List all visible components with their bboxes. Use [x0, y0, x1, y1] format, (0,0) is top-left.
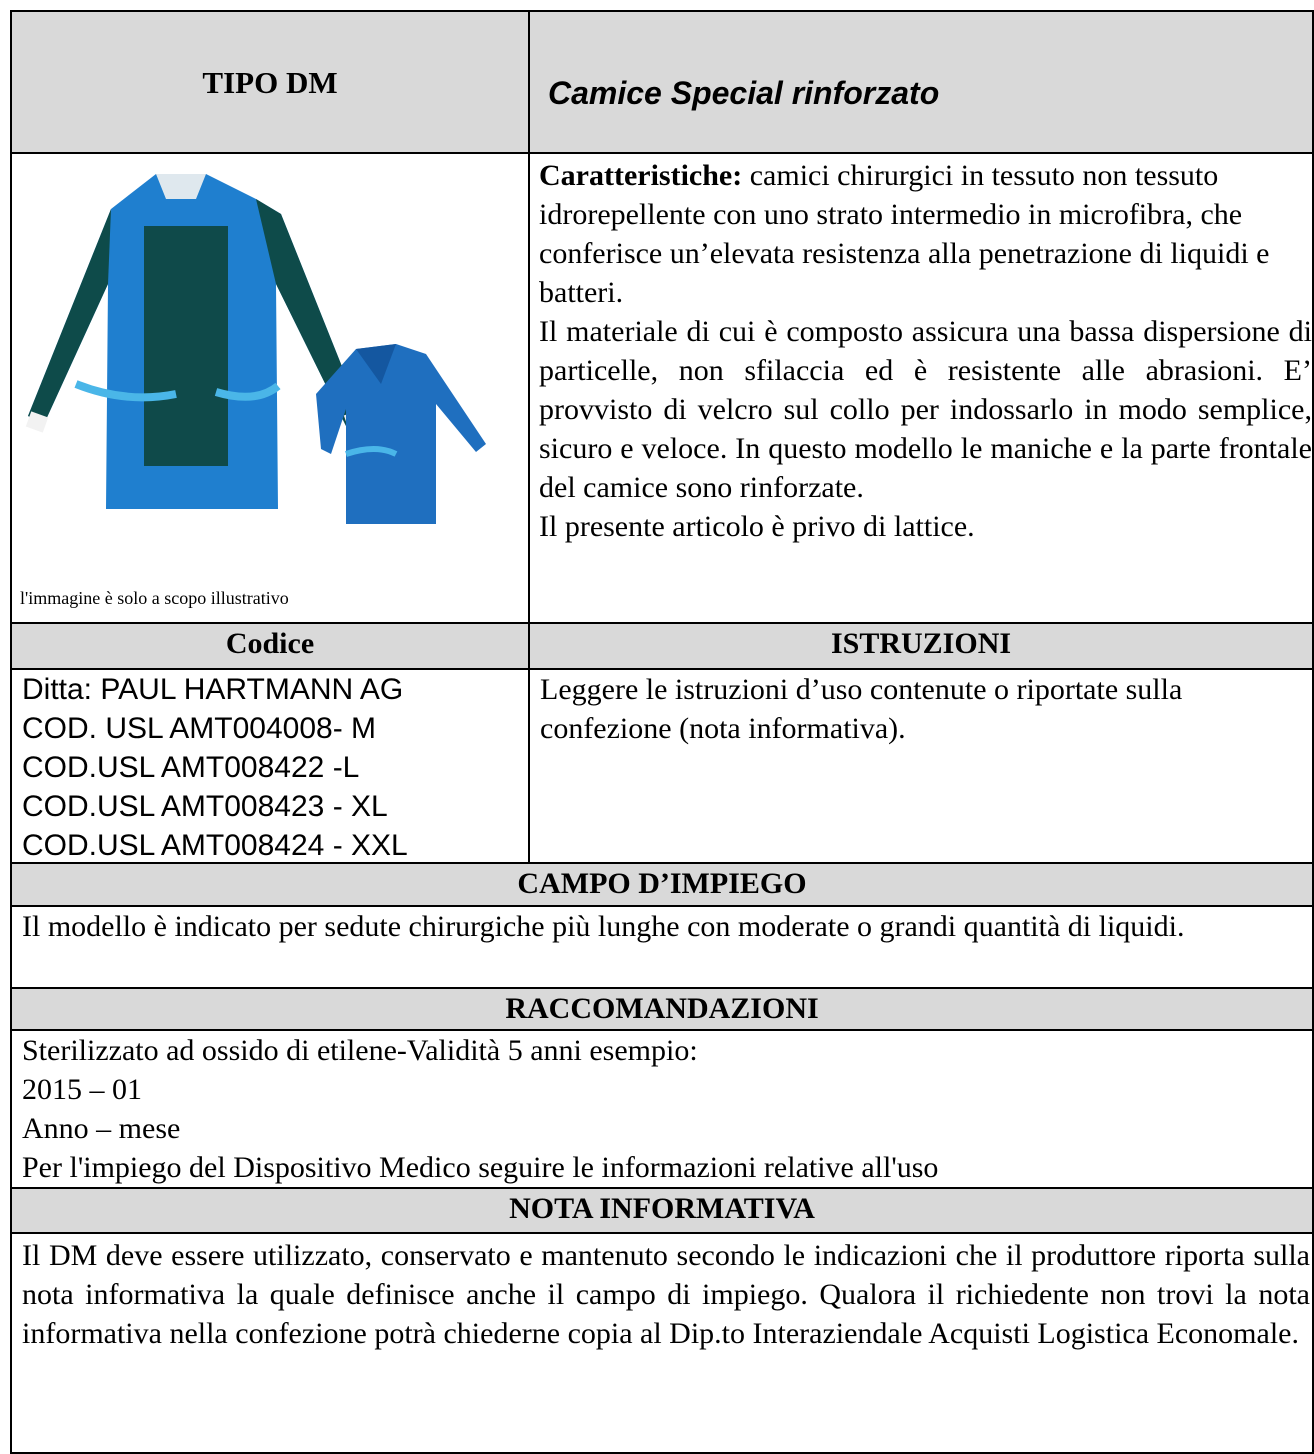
section-body: Sterilizzato ad ossido di etilene-Validi…: [10, 1029, 1314, 1189]
description-label: Caratteristiche:: [539, 159, 743, 192]
description-cell: Caratteristiche: camici chirurgici in te…: [528, 152, 1314, 624]
section-heading: ISTRUZIONI: [528, 622, 1314, 670]
section-heading: Codice: [10, 622, 530, 670]
text-line: Ditta: PAUL HARTMANN AG: [22, 673, 404, 706]
heading-text: CAMPO D’IMPIEGO: [517, 867, 807, 900]
heading-text: ISTRUZIONI: [830, 627, 1012, 660]
header-title: Camice Special rinforzato: [548, 75, 940, 111]
text-line: 2015 – 01: [22, 1073, 142, 1106]
text-line: COD. USL AMT004008- M: [22, 712, 377, 745]
instructions-cell: Leggere le istruzioni d’uso contenute o …: [528, 668, 1314, 864]
image-caption: l'immagine è solo a scopo illustrativo: [20, 588, 289, 608]
heading-text: NOTA INFORMATIVA: [509, 1192, 815, 1225]
section-heading: CAMPO D’IMPIEGO: [10, 862, 1314, 907]
text-line: Per l'impiego del Dispositivo Medico seg…: [22, 1151, 939, 1184]
section-heading: NOTA INFORMATIVA: [10, 1187, 1314, 1234]
text-line: Anno – mese: [22, 1112, 181, 1145]
header-label: TIPO DM: [202, 65, 338, 100]
gown-illustration: [25, 174, 486, 524]
description-text: camici chirurgici in tessuto non tessuto…: [539, 159, 1270, 309]
body-text: Il modello è indicato per sedute chirurg…: [22, 910, 1185, 943]
header-cell: Camice Special rinforzato: [528, 10, 1314, 154]
section-body: Il modello è indicato per sedute chirurg…: [10, 905, 1314, 989]
code-cell: Ditta: PAUL HARTMANN AG COD. USL AMT00400…: [10, 668, 530, 864]
description-paragraph: Il materiale di cui è composto assicura …: [539, 315, 1312, 504]
text-line: COD.USL AMT008424 - XXL: [22, 829, 408, 862]
section-heading: RACCOMANDAZIONI: [10, 987, 1314, 1031]
text-line: COD.USL AMT008422 -L: [22, 751, 360, 784]
image-cell: l'immagine è solo a scopo illustrativo: [10, 152, 530, 624]
instructions-text: Leggere le istruzioni d’uso contenute o …: [540, 673, 1183, 745]
body-text: Il DM deve essere utilizzato, conservato…: [22, 1239, 1310, 1350]
description-paragraph: Caratteristiche: camici chirurgici in te…: [539, 156, 1312, 312]
heading-text: Codice: [225, 627, 315, 660]
section-body: Il DM deve essere utilizzato, conservato…: [10, 1232, 1314, 1454]
text-line: Sterilizzato ad ossido di etilene-Validi…: [22, 1034, 698, 1067]
header-cell: TIPO DM: [10, 10, 530, 154]
text-line: COD.USL AMT008423 - XL: [22, 790, 388, 823]
description-paragraph: Il presente articolo è privo di lattice.: [539, 510, 975, 543]
heading-text: RACCOMANDAZIONI: [505, 992, 819, 1025]
